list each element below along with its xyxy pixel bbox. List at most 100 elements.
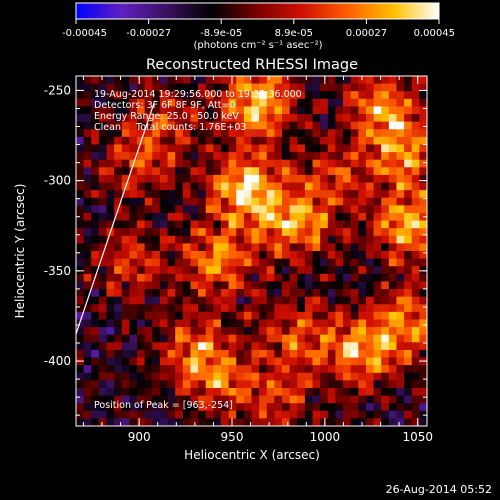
heatmap-pixel: [381, 83, 390, 92]
heatmap-pixel: [228, 327, 237, 336]
heatmap-pixel: [159, 327, 168, 336]
heatmap-pixel: [411, 418, 420, 426]
heatmap-pixel: [320, 342, 329, 351]
heatmap-pixel: [114, 395, 123, 404]
heatmap-pixel: [190, 152, 199, 161]
heatmap-pixel: [411, 365, 420, 374]
heatmap-pixel: [91, 182, 100, 191]
heatmap-pixel: [137, 212, 146, 221]
heatmap-pixel: [404, 395, 413, 404]
heatmap-pixel: [388, 349, 397, 358]
heatmap-pixel: [152, 266, 161, 275]
heatmap-pixel: [320, 281, 329, 290]
heatmap-pixel: [190, 380, 199, 389]
heatmap-pixel: [243, 365, 252, 374]
heatmap-pixel: [419, 380, 427, 389]
heatmap-pixel: [381, 289, 390, 298]
heatmap-pixel: [98, 167, 107, 176]
heatmap-pixel: [365, 91, 374, 100]
heatmap-pixel: [98, 289, 107, 298]
heatmap-pixel: [175, 197, 184, 206]
heatmap-pixel: [259, 152, 268, 161]
heatmap-pixel: [266, 83, 275, 92]
heatmap-pixel: [312, 235, 321, 244]
heatmap-pixel: [304, 136, 313, 145]
heatmap-pixel: [304, 357, 313, 366]
heatmap-pixel: [98, 319, 107, 328]
heatmap-pixel: [152, 144, 161, 153]
heatmap-pixel: [396, 228, 405, 237]
heatmap-pixel: [404, 91, 413, 100]
heatmap-pixel: [167, 387, 176, 396]
heatmap-pixel: [282, 251, 291, 260]
heatmap-pixel: [106, 136, 115, 145]
heatmap-pixel: [114, 76, 123, 85]
heatmap-pixel: [327, 228, 336, 237]
heatmap-pixel: [289, 365, 298, 374]
heatmap-pixel: [220, 266, 230, 275]
heatmap-pixel: [404, 258, 413, 267]
heatmap-pixel: [205, 235, 214, 244]
heatmap-pixel: [98, 380, 107, 389]
heatmap-pixel: [205, 129, 214, 138]
heatmap-pixel: [251, 349, 260, 358]
heatmap-pixel: [91, 319, 100, 328]
heatmap-pixel: [213, 91, 222, 100]
heatmap-pixel: [182, 197, 191, 206]
heatmap-pixel: [106, 197, 115, 206]
heatmap-pixel: [98, 76, 107, 85]
heatmap-pixel: [91, 106, 100, 115]
heatmap-pixel: [259, 311, 268, 320]
heatmap-pixel: [251, 144, 260, 153]
heatmap-pixel: [419, 76, 427, 85]
heatmap-pixel: [213, 159, 222, 168]
heatmap-pixel: [282, 174, 291, 183]
heatmap-pixel: [327, 190, 336, 199]
heatmap-pixel: [167, 159, 176, 168]
heatmap-pixel: [274, 342, 283, 351]
heatmap-pixel: [152, 289, 161, 298]
heatmap-pixel: [159, 114, 168, 123]
heatmap-pixel: [236, 235, 245, 244]
heatmap-pixel: [289, 98, 298, 107]
heatmap-pixel: [182, 243, 191, 252]
colorbar-tick-label: -0.00045: [62, 28, 107, 39]
heatmap-pixel: [381, 174, 390, 183]
heatmap-pixel: [213, 289, 222, 298]
heatmap-pixel: [251, 289, 260, 298]
heatmap-pixel: [121, 144, 130, 153]
heatmap-pixel: [198, 418, 207, 426]
heatmap-pixel: [159, 197, 168, 206]
heatmap-pixel: [282, 159, 291, 168]
heatmap-pixel: [343, 121, 352, 130]
heatmap-pixel: [167, 76, 176, 85]
heatmap-pixel: [198, 91, 207, 100]
heatmap-pixel: [76, 266, 85, 275]
heatmap-pixel: [282, 372, 291, 381]
heatmap-pixel: [167, 395, 176, 404]
heatmap-pixel: [182, 129, 191, 138]
heatmap-pixel: [106, 83, 115, 92]
heatmap-pixel: [396, 365, 405, 374]
heatmap-pixel: [350, 106, 359, 115]
heatmap-pixel: [144, 190, 153, 199]
heatmap-pixel: [282, 114, 291, 123]
heatmap-pixel: [243, 266, 252, 275]
heatmap-pixel: [350, 380, 359, 389]
heatmap-pixel: [297, 387, 306, 396]
heatmap-pixel: [350, 220, 359, 229]
heatmap-pixel: [114, 136, 123, 145]
heatmap-pixel: [251, 76, 260, 85]
heatmap-pixel: [159, 174, 168, 183]
heatmap-pixel: [236, 418, 245, 426]
heatmap-pixel: [343, 342, 352, 351]
heatmap-pixel: [282, 395, 291, 404]
heatmap-pixel: [243, 144, 252, 153]
heatmap-pixel: [106, 342, 115, 351]
heatmap-pixel: [137, 296, 146, 305]
heatmap-pixel: [198, 136, 207, 145]
heatmap-pixel: [236, 136, 245, 145]
heatmap-pixel: [83, 289, 92, 298]
heatmap-pixel: [114, 152, 123, 161]
heatmap-pixel: [381, 114, 390, 123]
